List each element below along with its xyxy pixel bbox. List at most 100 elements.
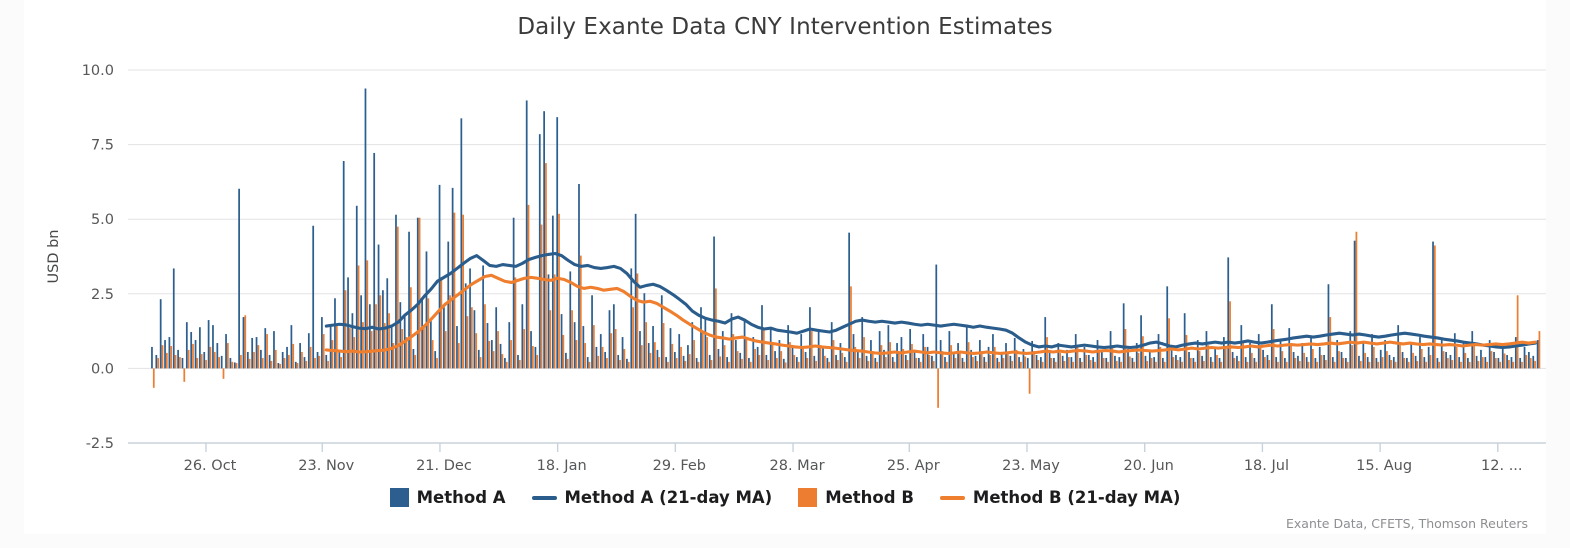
bar (959, 352, 961, 369)
bar (911, 343, 913, 369)
bar (185, 322, 188, 369)
bar (734, 340, 737, 369)
bar (1340, 351, 1343, 369)
bar (701, 331, 704, 369)
bar (858, 357, 861, 369)
bar (1233, 357, 1236, 369)
bar (409, 287, 412, 369)
bar (915, 357, 918, 369)
legend-item-method-b-ma[interactable]: Method B (21-day MA) (939, 488, 1180, 507)
bar (1525, 354, 1528, 369)
bar (566, 358, 569, 369)
bar (998, 361, 1000, 369)
bar (697, 361, 700, 369)
bar (161, 345, 164, 369)
bar (832, 340, 835, 369)
bar (270, 360, 273, 369)
bar (1429, 354, 1432, 369)
bar (388, 313, 390, 369)
bar (172, 268, 175, 369)
bar (1336, 340, 1339, 369)
legend-item-method-b[interactable]: Method B (798, 488, 914, 507)
y-tick-label: -2.5 (86, 436, 114, 452)
bar (573, 322, 576, 369)
bar (1297, 355, 1299, 369)
bar (399, 302, 402, 369)
legend-line-icon (939, 495, 965, 500)
bar (1521, 361, 1523, 369)
bar (1070, 357, 1073, 369)
bar (1358, 355, 1360, 369)
bar (425, 251, 428, 369)
bar (347, 277, 349, 369)
bar (1494, 357, 1497, 369)
bar (1285, 361, 1288, 369)
bar (1381, 357, 1384, 369)
bar (395, 214, 397, 369)
x-tick-label: 18. Jan (537, 458, 587, 474)
bar (218, 357, 221, 369)
bar (680, 346, 682, 369)
series-bars-method-a (151, 88, 1539, 369)
legend-item-method-a[interactable]: Method A (389, 488, 506, 507)
bar (479, 357, 482, 369)
bar (429, 320, 432, 369)
bar (1294, 357, 1297, 369)
bar (1272, 329, 1275, 369)
bar (408, 231, 410, 369)
bar (1451, 360, 1454, 369)
bar (1305, 357, 1308, 369)
bar (654, 342, 656, 369)
bar (279, 363, 282, 369)
bar (518, 360, 521, 369)
bar (870, 340, 872, 369)
bar (1005, 343, 1007, 369)
bar (1372, 346, 1375, 369)
bar (449, 295, 451, 369)
bar (739, 352, 742, 369)
bar (305, 360, 308, 369)
bar (1092, 357, 1095, 369)
bar (1508, 360, 1510, 369)
bar (1427, 346, 1430, 369)
legend-item-method-a-ma[interactable]: Method A (21-day MA) (531, 488, 772, 507)
bar (652, 326, 654, 369)
bar (1163, 361, 1166, 369)
bar (884, 357, 887, 369)
bar (1101, 351, 1103, 369)
bar (571, 310, 573, 369)
bar (660, 295, 663, 369)
bar (364, 88, 367, 369)
bar (1203, 360, 1205, 369)
bar (931, 355, 933, 369)
bar (1414, 355, 1417, 369)
bar (1063, 360, 1066, 369)
bar (1054, 361, 1057, 369)
bar (401, 329, 404, 369)
bar (861, 317, 864, 369)
bar (693, 340, 695, 369)
x-tick-label: 12. ... (1481, 458, 1523, 474)
bar (355, 205, 358, 369)
x-tick-label: 20. Jun (1124, 458, 1174, 474)
bar (1438, 361, 1441, 369)
bar (1076, 346, 1079, 369)
bar (817, 330, 820, 369)
bar (257, 345, 260, 369)
bar (469, 268, 471, 369)
bar (560, 314, 563, 369)
bar (1087, 354, 1090, 369)
bar (527, 204, 530, 369)
bar (225, 334, 227, 369)
bar (1214, 346, 1217, 369)
bar (604, 351, 606, 369)
bar (1002, 357, 1005, 369)
bar (1133, 361, 1136, 369)
bar (874, 357, 877, 369)
bar (726, 357, 729, 369)
bar (1175, 354, 1177, 369)
bar (1532, 355, 1535, 369)
bar (891, 357, 894, 369)
bar (1406, 357, 1408, 369)
bar (1089, 360, 1092, 369)
